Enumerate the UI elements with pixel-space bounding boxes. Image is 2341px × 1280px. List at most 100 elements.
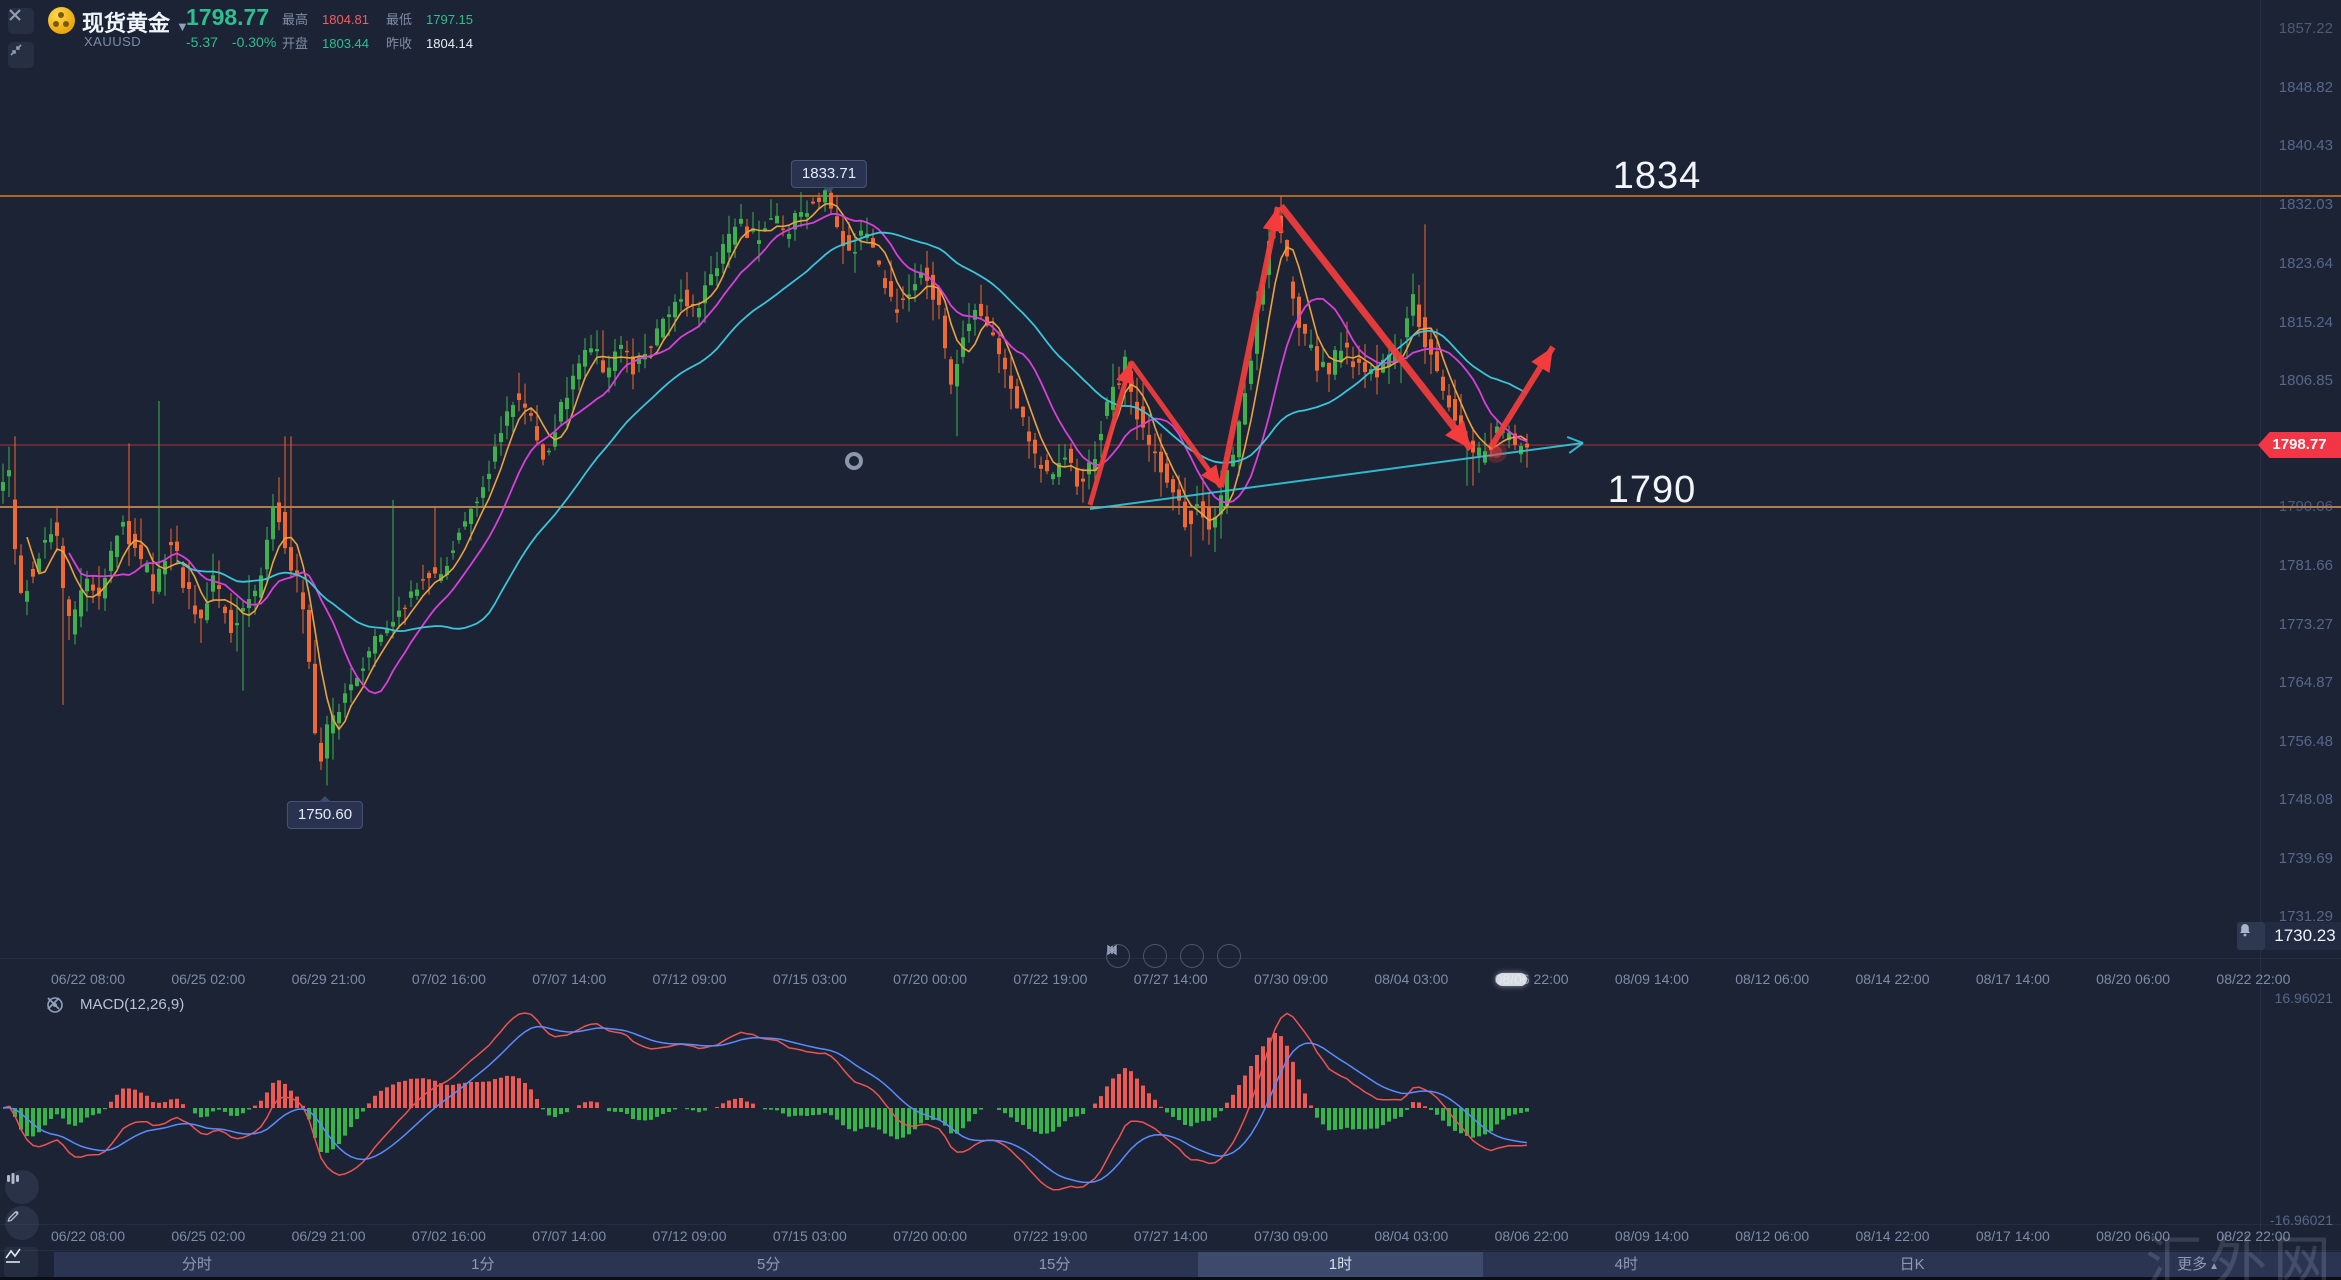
high-marker-tooltip: 1833.71 [790, 160, 868, 193]
macd-header: MACD(12,26,9) [46, 996, 184, 1013]
timeframe-tab-2[interactable]: 1分 [471, 1256, 495, 1273]
time-axis-label: 08/06 22:00 [1494, 971, 1569, 987]
level-lines [0, 195, 2341, 508]
price-axis-divider [2260, 0, 2261, 1280]
chevron-down-icon: ▼ [176, 19, 189, 34]
time-axis-label: 06/29 21:00 [291, 971, 366, 987]
time-axis-label: 08/14 22:00 [1855, 1228, 1930, 1244]
price-axis-label: 1823.64 [2278, 255, 2333, 272]
ohlc-stats: 最高 1804.81 最低 1797.15 开盘 1803.44 昨收 1804.14 [282, 8, 490, 56]
price-axis-label: 1790.06 [2278, 498, 2333, 515]
draw-pencil-button[interactable] [5, 1206, 39, 1240]
time-axis-label: 07/02 16:00 [411, 1228, 486, 1244]
price-axis-label: 1815.24 [2278, 314, 2333, 331]
price-axis-label: 1848.82 [2278, 79, 2333, 96]
stat-label: 昨收 [386, 36, 413, 51]
candle-bodies [1, 190, 1529, 762]
ma-fast-line [26, 202, 1528, 731]
time-axis-label: 07/27 14:00 [1133, 1228, 1208, 1244]
time-axis-label: 07/30 09:00 [1254, 971, 1328, 987]
ma-mid-line [68, 212, 1528, 695]
analyst-drawings[interactable] [1087, 203, 1584, 510]
chart-style-button[interactable] [4, 1247, 38, 1277]
close-icon[interactable] [8, 8, 34, 34]
time-axis-label: 06/25 02:00 [171, 1228, 246, 1244]
time-axis-label: 08/20 06:00 [2096, 971, 2171, 987]
time-axis-label: 06/22 08:00 [51, 1228, 125, 1244]
time-axis-label: 08/12 06:00 [1735, 1228, 1810, 1244]
time-axis-label: 08/04 03:00 [1374, 1228, 1449, 1244]
time-axis-label: 07/20 00:00 [893, 971, 968, 987]
line-handle-dot[interactable] [845, 452, 863, 470]
alert-price-value: 1730.23 [2265, 922, 2341, 950]
stat-value: 1804.14 [426, 36, 473, 51]
divider [0, 1250, 2341, 1251]
timeframe-tab-8[interactable]: 更多 ▲ [2177, 1256, 2220, 1273]
timeframe-tab-3[interactable]: 5分 [757, 1256, 781, 1273]
stat-value: 1797.15 [426, 12, 473, 27]
price-axis-label: 1731.29 [2278, 908, 2333, 925]
price-axis-label: 1806.85 [2278, 372, 2333, 389]
step-back-button[interactable] [1108, 944, 1167, 968]
collapse-icon[interactable] [8, 42, 34, 68]
macd-dif-line [2, 1012, 1528, 1191]
stat-value: 1804.81 [322, 12, 369, 27]
price-change: -5.37 -0.30% [186, 34, 277, 50]
step-forward-button[interactable] [1107, 944, 1204, 968]
timeframe-tab-7[interactable]: 日K [1899, 1256, 1925, 1273]
time-axis-label: 08/09 14:00 [1614, 971, 1689, 987]
time-axis-label: 07/22 19:00 [1013, 971, 1088, 987]
candle-wicks [2, 170, 1528, 786]
time-axis-label: 07/30 09:00 [1254, 1228, 1328, 1244]
gold-symbol-icon [48, 7, 75, 34]
time-axis-label: 07/12 09:00 [652, 971, 727, 987]
timeframe-tab-4[interactable]: 15分 [1038, 1256, 1071, 1273]
stat-label: 最低 [386, 12, 413, 27]
macd-axis-min: -16.96021 [2269, 1212, 2333, 1228]
time-axis-label: 08/20 06:00 [2096, 1228, 2171, 1244]
stat-label: 最高 [282, 12, 309, 27]
time-axis-label: 08/17 14:00 [1975, 1228, 2050, 1244]
volume-indicator-button[interactable] [5, 1170, 39, 1204]
time-axis-label: 08/22 22:00 [2216, 1228, 2291, 1244]
time-axis-label: 08/04 03:00 [1374, 971, 1449, 987]
symbol-name[interactable]: 现货黄金 ▼ [82, 11, 189, 36]
zoom-in-button[interactable] [1108, 944, 1241, 968]
time-axis-label: 08/14 22:00 [1855, 971, 1930, 987]
time-axis-label: 06/22 08:00 [51, 971, 125, 987]
price-axis-label: 1857.22 [2278, 20, 2333, 37]
timeframe-tab-6[interactable]: 4时 [1614, 1256, 1638, 1273]
time-axis-label: 08/06 22:00 [1494, 1228, 1569, 1244]
stat-value: 1803.44 [322, 36, 369, 51]
chart-nav-controls [1106, 944, 1241, 968]
timeframe-tab-5[interactable]: 1时 [1197, 1252, 1484, 1277]
low-marker-tooltip: 1750.60 [286, 796, 364, 829]
macd-histogram [7, 1033, 1529, 1153]
macd-axis-max: 16.96021 [2274, 990, 2333, 1006]
price-alert-badge[interactable]: 1730.23 [2237, 922, 2341, 950]
price-axis-label: 1832.03 [2278, 196, 2333, 213]
time-axis-label: 07/27 14:00 [1133, 971, 1208, 987]
chevron-up-icon: ▲ [2209, 1261, 2220, 1272]
macd-title: MACD(12,26,9) [80, 996, 185, 1013]
divider [0, 958, 2341, 959]
support-level-label: 1790 [1607, 469, 1697, 511]
resistance-level-label: 1834 [1612, 155, 1702, 197]
bell-icon[interactable] [2237, 922, 2265, 950]
time-axis-label: 07/15 03:00 [772, 971, 847, 987]
price-axis-label: 1773.27 [2278, 616, 2333, 633]
timeframe-tab-1[interactable]: 分时 [181, 1256, 212, 1273]
timeframe-toolbar: 分时 1分 5分 15分 1时 4时 日K 更多 ▲ [54, 1252, 2341, 1277]
stat-label: 开盘 [282, 36, 309, 51]
scrollbar-handle[interactable] [1496, 973, 1527, 986]
time-axis-label: 07/22 19:00 [1013, 1228, 1088, 1244]
time-axis-label: 07/15 03:00 [772, 1228, 847, 1244]
time-axis-label: 06/25 02:00 [171, 971, 246, 987]
time-axis-label: 07/12 09:00 [652, 1228, 727, 1244]
time-axis-label: 07/20 00:00 [893, 1228, 968, 1244]
time-axis-label: 07/07 14:00 [532, 1228, 607, 1244]
time-axis-label: 08/22 22:00 [2216, 971, 2291, 987]
symbol-code: XAUUSD [84, 34, 142, 49]
